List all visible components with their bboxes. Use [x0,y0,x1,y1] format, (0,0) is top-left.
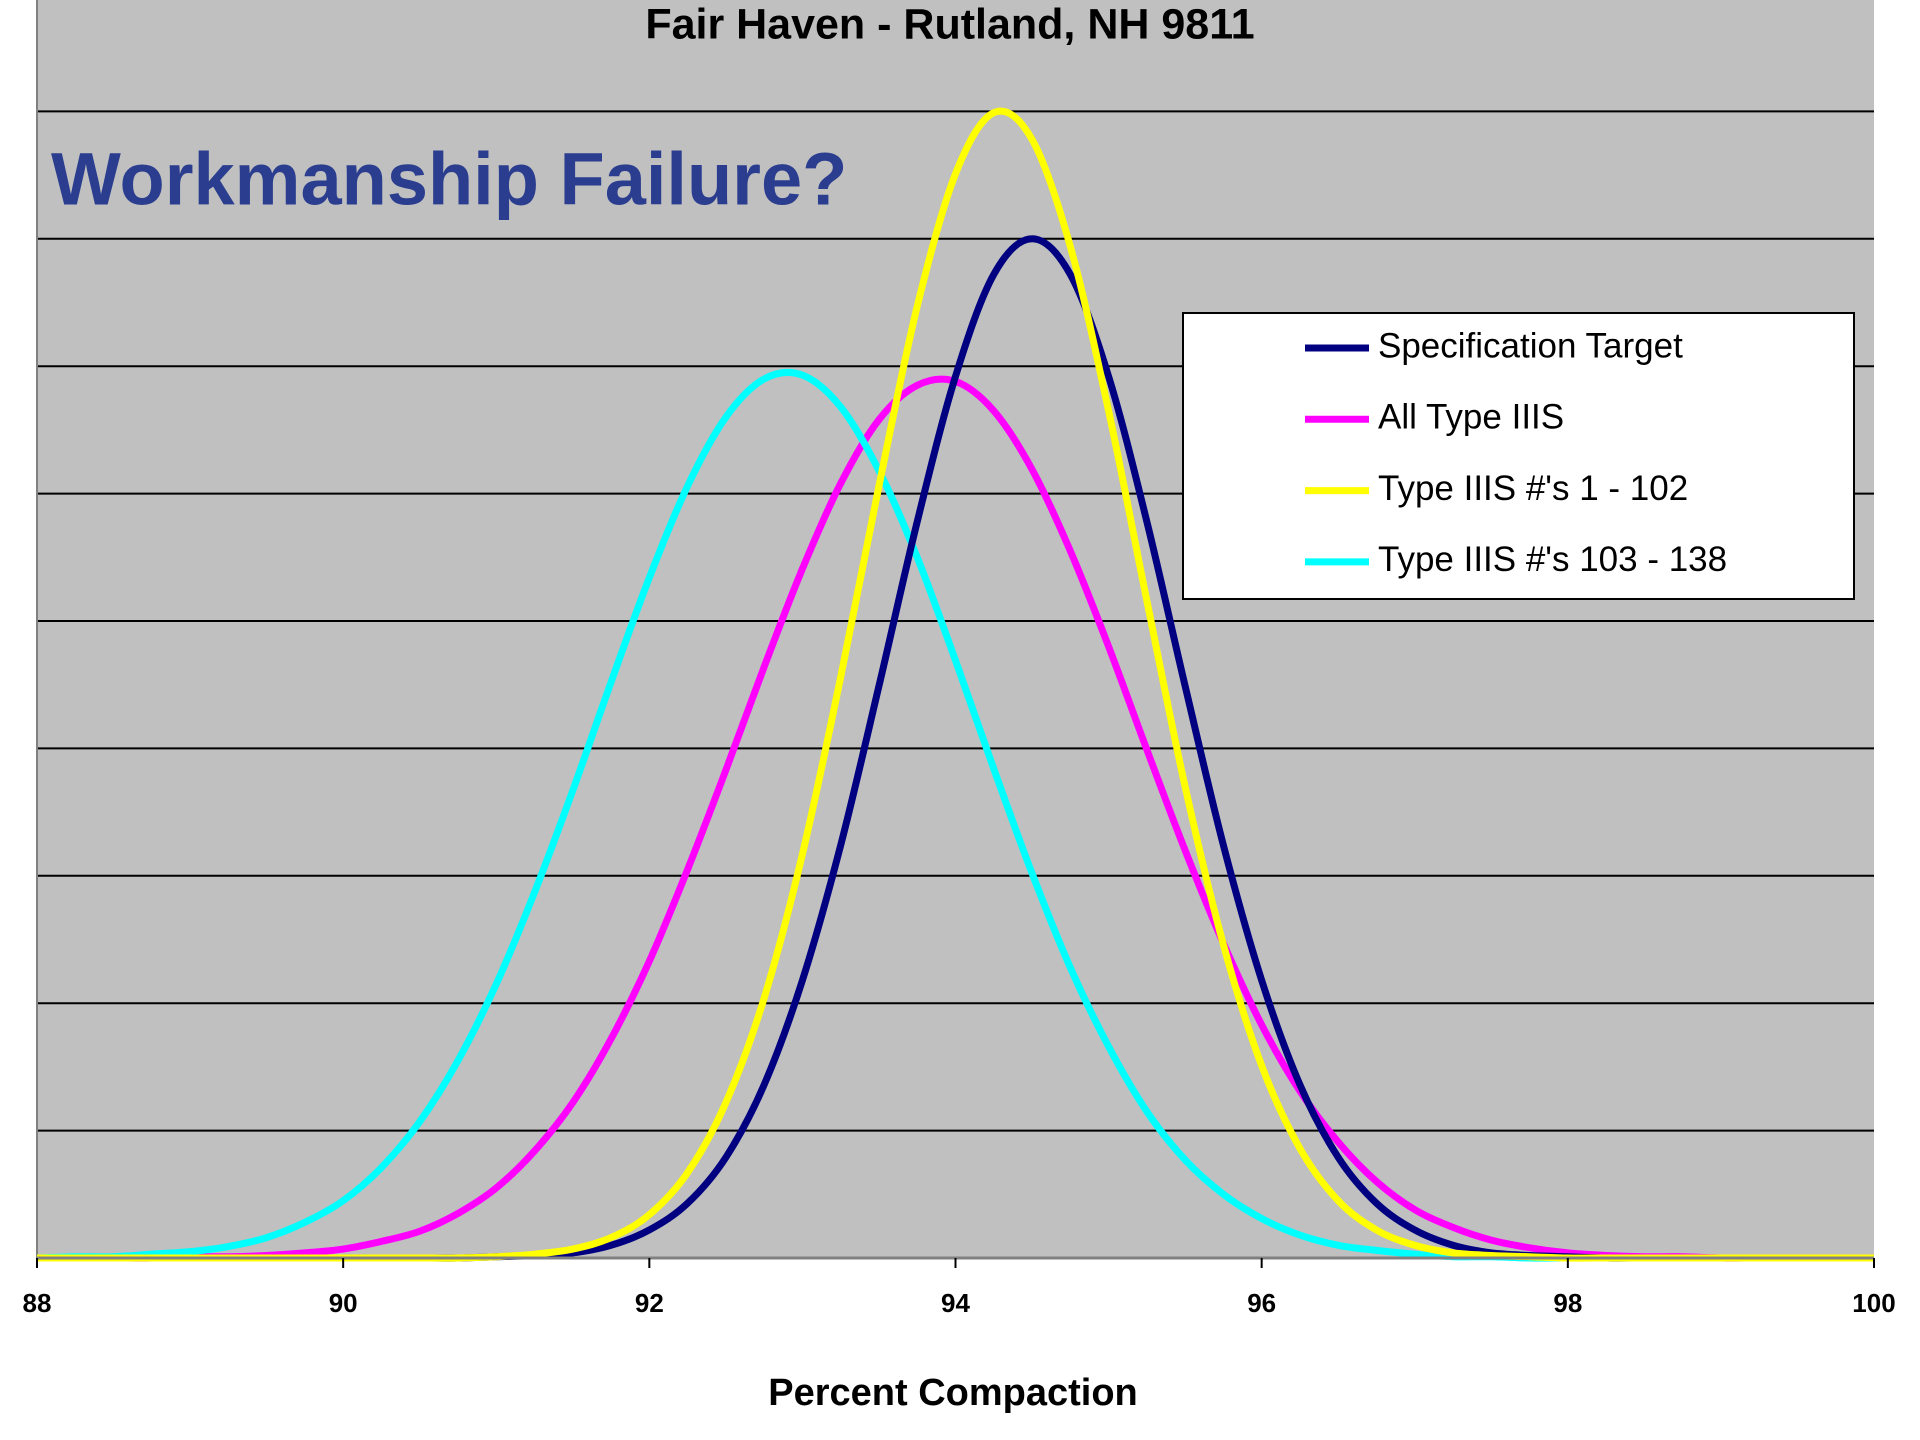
x-tick-label: 100 [1852,1288,1895,1318]
plot-area [37,0,1874,1258]
legend-label: All Type IIIS [1378,398,1564,437]
x-tick-label: 98 [1553,1288,1582,1318]
x-tick-label: 88 [23,1288,52,1318]
chart-title: Fair Haven - Rutland, NH 9811 [645,0,1254,48]
x-tick-label: 96 [1247,1288,1276,1318]
grid [36,0,1874,1259]
x-tick-label: 94 [941,1288,970,1318]
legend: Specification Target All Type IIIS Type II… [1182,312,1855,600]
legend-label: Specification Target [1378,326,1683,365]
x-axis-label: Percent Compaction [768,1372,1138,1414]
annotation: Workmanship Failure? [51,138,847,221]
legend-label: Type IIIS #'s 103 - 138 [1378,540,1727,579]
legend-box [1182,312,1855,600]
legend-label: Type IIIS #'s 1 - 102 [1378,469,1688,508]
x-axis: 88 90 92 94 96 98 100 [23,1256,1896,1318]
x-tick-label: 92 [635,1288,664,1318]
x-tick-label: 90 [329,1288,358,1318]
